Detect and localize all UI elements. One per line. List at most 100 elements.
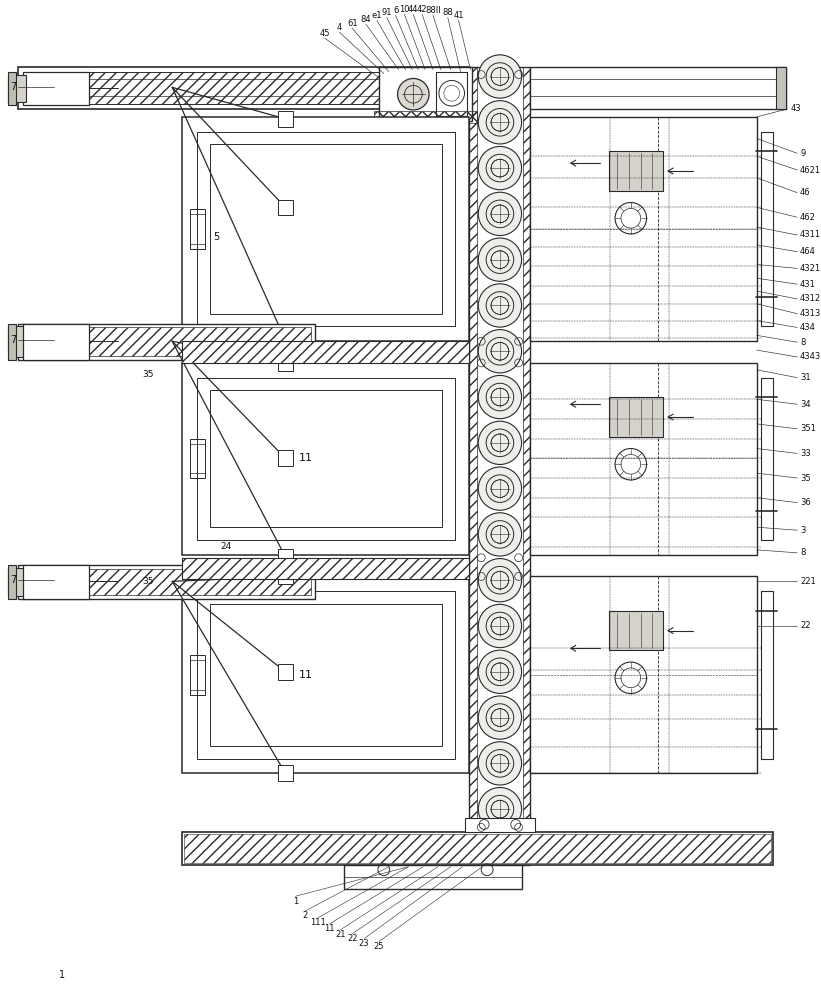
Circle shape [479, 101, 521, 144]
Text: 84: 84 [360, 15, 371, 24]
Bar [761, 378, 773, 540]
Text: 23: 23 [359, 939, 369, 948]
Circle shape [278, 451, 292, 465]
Text: e1: e1 [372, 11, 382, 20]
Bar [23, 72, 465, 104]
Text: 6: 6 [393, 6, 398, 15]
Bar [761, 591, 773, 759]
Text: 43: 43 [791, 104, 800, 113]
Text: 111: 111 [310, 918, 326, 927]
Bar [182, 832, 773, 865]
Circle shape [479, 559, 521, 602]
Text: 7: 7 [10, 335, 16, 345]
Bar [345, 865, 521, 889]
Circle shape [479, 238, 521, 281]
Text: 44: 44 [408, 5, 419, 14]
Bar [277, 355, 293, 371]
Text: 22: 22 [800, 621, 810, 630]
Text: 88: 88 [443, 8, 453, 17]
Circle shape [479, 330, 521, 373]
Bar [523, 67, 530, 865]
Bar [23, 72, 89, 105]
Circle shape [479, 513, 521, 556]
Bar [18, 67, 470, 109]
Bar [777, 67, 787, 109]
Bar [21, 327, 311, 356]
Bar [8, 326, 25, 357]
Circle shape [278, 333, 292, 347]
Circle shape [479, 55, 521, 98]
Bar [530, 576, 757, 773]
Text: 10: 10 [399, 5, 410, 14]
Text: 8: 8 [800, 338, 805, 347]
Bar [209, 604, 442, 746]
Bar [209, 144, 442, 314]
Text: 1: 1 [292, 897, 298, 906]
Bar [609, 151, 663, 191]
Text: 4311: 4311 [800, 230, 821, 239]
Circle shape [278, 665, 292, 679]
Text: 25: 25 [374, 942, 384, 951]
Bar [18, 324, 315, 360]
Text: 46: 46 [800, 188, 810, 197]
Circle shape [278, 570, 292, 583]
Text: 35: 35 [142, 370, 154, 379]
Text: 4: 4 [337, 23, 342, 32]
Bar [197, 132, 455, 326]
Circle shape [278, 112, 292, 126]
Text: 36: 36 [800, 498, 811, 507]
Bar [190, 655, 204, 695]
Bar [530, 117, 757, 341]
Text: 4321: 4321 [800, 264, 821, 273]
Bar [609, 397, 663, 437]
Circle shape [479, 284, 521, 327]
Circle shape [479, 604, 521, 648]
Text: 4312: 4312 [800, 294, 821, 303]
Bar [761, 132, 773, 326]
Bar [182, 341, 470, 363]
Text: 11: 11 [324, 924, 335, 933]
Bar [18, 565, 315, 599]
Bar [609, 611, 663, 650]
Bar [8, 75, 25, 102]
Bar [470, 67, 530, 865]
Text: 4313: 4313 [800, 309, 821, 318]
Text: 31: 31 [800, 373, 810, 382]
Circle shape [479, 467, 521, 510]
Text: 2: 2 [302, 911, 308, 920]
Bar [23, 565, 89, 599]
Bar [277, 765, 293, 781]
Bar [277, 549, 293, 565]
Text: 5: 5 [213, 232, 220, 242]
Bar [530, 363, 757, 555]
Text: 24: 24 [221, 542, 232, 551]
Text: 1: 1 [59, 970, 65, 980]
Bar [197, 591, 455, 759]
Bar [277, 664, 293, 680]
Bar [374, 111, 477, 123]
Bar [465, 818, 535, 832]
Text: 11: 11 [299, 453, 313, 463]
Bar [277, 111, 293, 127]
Bar [530, 67, 787, 109]
Text: 434: 434 [800, 323, 816, 332]
Circle shape [479, 742, 521, 785]
Circle shape [479, 146, 521, 190]
Bar [277, 569, 293, 584]
Text: 88II: 88II [425, 6, 441, 15]
Circle shape [278, 201, 292, 214]
Text: 7: 7 [10, 575, 16, 585]
Bar [8, 324, 16, 360]
Text: 4621: 4621 [800, 166, 821, 175]
Text: 9: 9 [800, 149, 805, 158]
Circle shape [479, 192, 521, 236]
Text: 61: 61 [347, 19, 358, 28]
Text: 35: 35 [142, 577, 154, 586]
Text: 21: 21 [335, 930, 346, 939]
Bar [8, 565, 16, 599]
Text: 351: 351 [800, 424, 816, 433]
Text: 4343: 4343 [800, 352, 821, 361]
Text: 22: 22 [347, 934, 358, 943]
Circle shape [479, 650, 521, 693]
Text: 11: 11 [299, 670, 313, 680]
